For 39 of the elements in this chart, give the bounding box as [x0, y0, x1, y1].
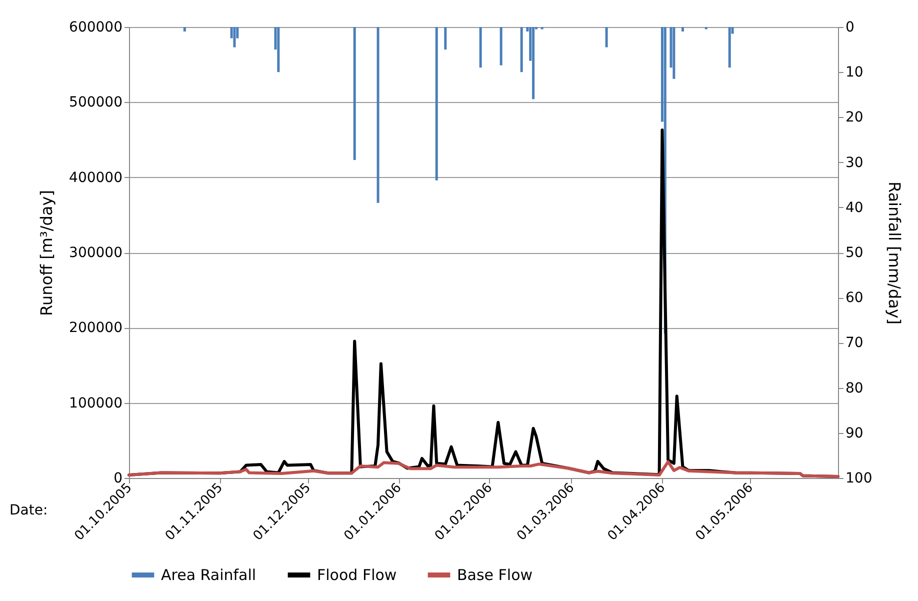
y-tick-label: 300000: [69, 245, 122, 261]
bar: [183, 27, 186, 32]
y2-tick-label: 20: [846, 110, 864, 126]
bar: [479, 27, 482, 68]
y2-tick-label: 10: [846, 64, 864, 81]
y-tick-label: 500000: [69, 94, 122, 111]
y-tick-label: 200000: [69, 320, 122, 336]
bar: [353, 27, 356, 160]
bar: [728, 27, 731, 68]
y-tick-label: 100000: [69, 395, 122, 412]
bar: [435, 27, 438, 180]
y2-tick-label: 40: [846, 200, 864, 216]
bar: [500, 27, 502, 66]
y2-tick-label: 100: [846, 470, 872, 486]
legend-label: Base Flow: [457, 566, 533, 584]
bar: [376, 27, 380, 203]
bar: [233, 27, 236, 48]
y2-tick-label: 60: [846, 290, 864, 306]
legend-label: Area Rainfall: [161, 566, 256, 584]
y2-tick-label: 70: [846, 335, 864, 352]
bar: [520, 27, 523, 72]
x-axis-title: Date:: [10, 502, 48, 518]
y2-axis-title: Rainfall [mm/day]: [885, 181, 904, 325]
bar: [444, 27, 447, 50]
y-tick-label: 400000: [69, 170, 122, 186]
bar: [672, 27, 676, 79]
y-axis-title: Runoff [m³/day]: [37, 190, 56, 316]
y2-tick-label: 30: [846, 154, 864, 171]
bar: [277, 27, 280, 72]
bar: [532, 27, 535, 100]
y-tick-label: 0: [114, 470, 122, 486]
y2-tick-label: 0: [846, 20, 854, 36]
bar: [605, 27, 608, 48]
y2-tick-label: 80: [846, 380, 864, 396]
y2-tick-label: 90: [846, 425, 864, 442]
legend-label: Flood Flow: [317, 566, 397, 584]
bar: [681, 27, 684, 32]
y-tick-label: 600000: [69, 20, 122, 36]
y2-tick-label: 50: [846, 245, 864, 261]
